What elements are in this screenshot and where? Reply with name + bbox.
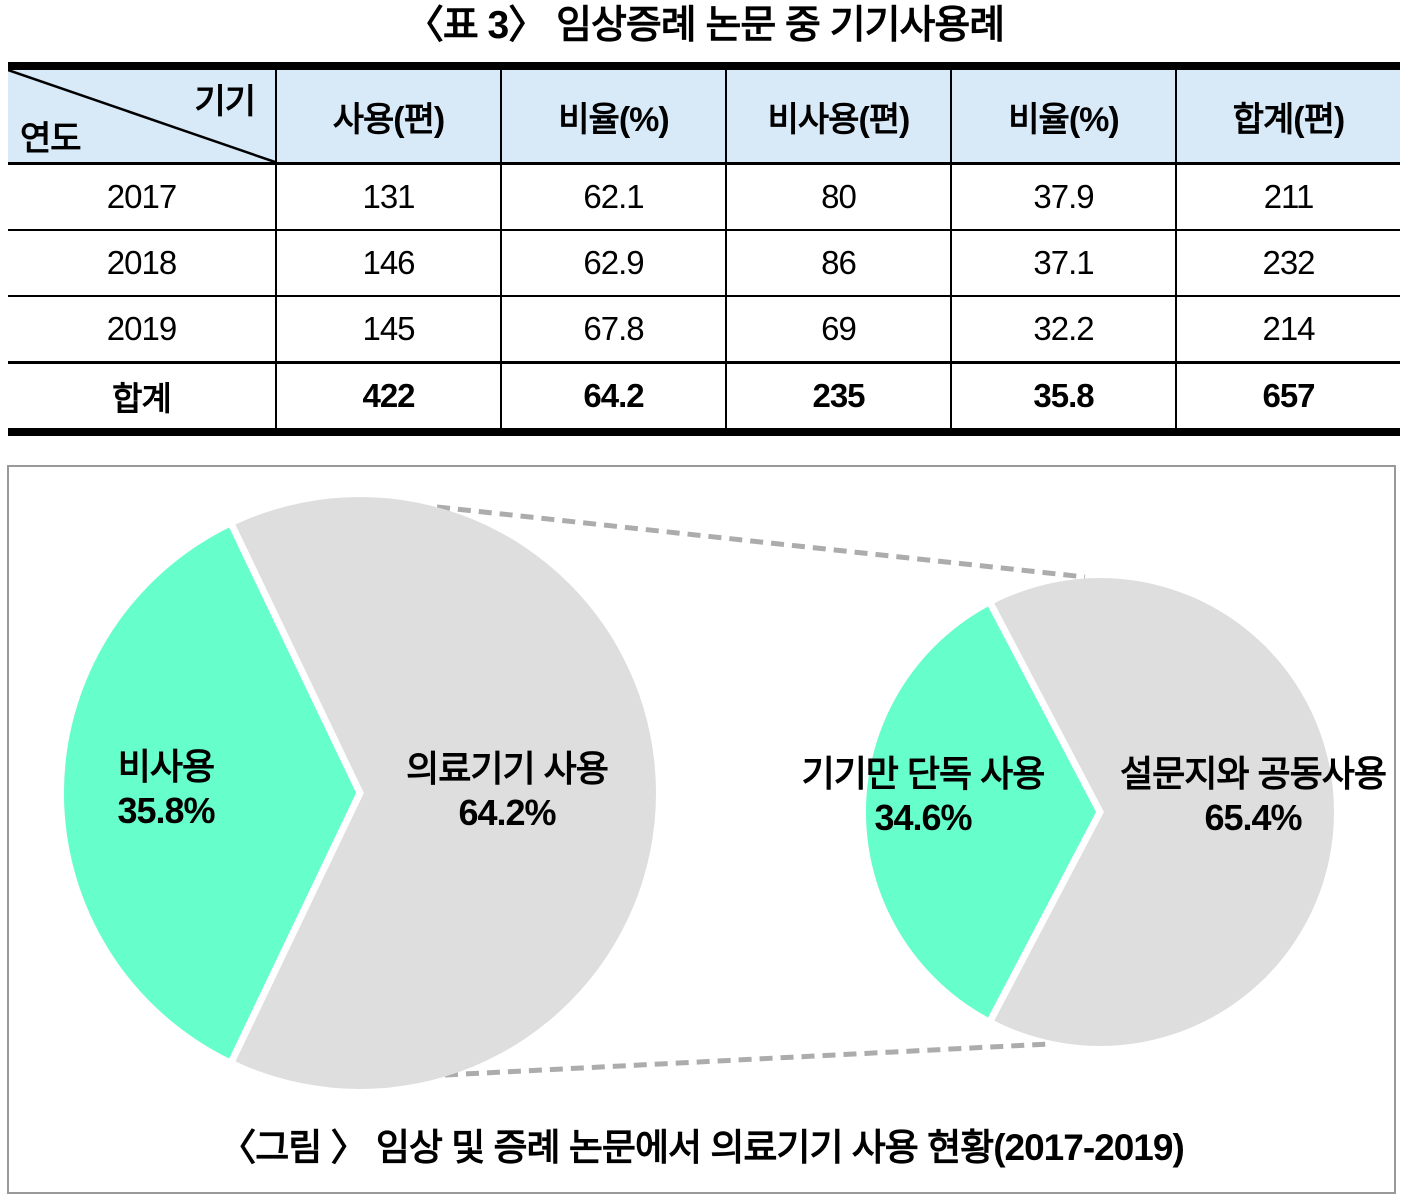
cell-nonuse: 86 xyxy=(725,229,951,296)
cell-nonuse: 235 xyxy=(725,361,951,432)
cell-total: 214 xyxy=(1175,295,1400,363)
corner-label-device: 기기 xyxy=(194,83,256,121)
cell-ratio1: 62.9 xyxy=(500,229,726,296)
cell-use: 131 xyxy=(275,162,501,230)
connector-line-bottom xyxy=(444,1041,1050,1078)
pie-chart-canvas xyxy=(63,497,1334,1089)
pie-label-device-only-pct: 34.6% xyxy=(874,797,972,838)
figure-box: 비사용 35.8% 의료기기 사용 64.2% 기기만 단독 사용 34.6% … xyxy=(7,465,1396,1194)
table-row-2018: 2018 146 62.9 86 37.1 232 xyxy=(8,229,1400,296)
cell-ratio2: 37.1 xyxy=(950,229,1176,296)
figure-caption: 〈그림 〉 임상 및 증례 논문에서 의료기기 사용 현황(2017-2019) xyxy=(219,1127,1185,1168)
pie-chart-primary xyxy=(63,497,656,1089)
cell-use: 145 xyxy=(275,295,501,363)
row-label: 합계 xyxy=(8,361,276,432)
cell-total: 657 xyxy=(1175,361,1400,432)
row-label: 2019 xyxy=(8,295,276,363)
cell-ratio2: 37.9 xyxy=(950,162,1176,230)
device-usage-table: 기기 연도 사용(편) 비율(%) 비사용(편) 비율(%) 합계(편) 201… xyxy=(8,62,1400,436)
diagonal-divider xyxy=(8,70,275,162)
connector-line-top xyxy=(436,504,1086,580)
column-header-nonuse: 비사용(편) xyxy=(725,66,951,165)
column-header-ratio2: 비율(%) xyxy=(950,66,1176,165)
cell-ratio2: 32.2 xyxy=(950,295,1176,363)
pie-label-survey-joint-pct: 65.4% xyxy=(1204,797,1302,838)
cell-ratio1: 62.1 xyxy=(500,162,726,230)
cell-total: 232 xyxy=(1175,229,1400,296)
column-header-ratio1: 비율(%) xyxy=(500,66,726,165)
pie-label-nonuse: 비사용 35.8% xyxy=(117,745,215,833)
pie-label-survey-joint: 설문지와 공동사용 65.4% xyxy=(1120,752,1387,840)
table-header-row: 기기 연도 사용(편) 비율(%) 비사용(편) 비율(%) 합계(편) xyxy=(8,66,1400,165)
pie-chart-secondary xyxy=(866,578,1334,1046)
table-row-2019: 2019 145 67.8 69 32.2 214 xyxy=(8,295,1400,363)
column-header-total: 합계(편) xyxy=(1175,66,1400,165)
pie-label-device-only-text: 기기만 단독 사용 xyxy=(801,753,1046,795)
corner-header-cell: 기기 연도 xyxy=(8,66,276,165)
cell-ratio1: 67.8 xyxy=(500,295,726,363)
pie-label-nonuse-text: 비사용 xyxy=(117,746,215,788)
table-row-2017: 2017 131 62.1 80 37.9 211 xyxy=(8,162,1400,230)
cell-total: 211 xyxy=(1175,162,1400,230)
cell-ratio1: 64.2 xyxy=(500,361,726,432)
row-label: 2018 xyxy=(8,229,276,296)
table-row-total: 합계 422 64.2 235 35.8 657 xyxy=(8,361,1400,432)
cell-use: 146 xyxy=(275,229,501,296)
pie-label-use-pct: 64.2% xyxy=(458,792,556,833)
pie-label-use-text: 의료기기 사용 xyxy=(406,748,609,790)
pie-label-use: 의료기기 사용 64.2% xyxy=(406,747,609,835)
row-label: 2017 xyxy=(8,162,276,230)
cell-use: 422 xyxy=(275,361,501,432)
cell-nonuse: 80 xyxy=(725,162,951,230)
pie-label-survey-joint-text: 설문지와 공동사용 xyxy=(1120,753,1387,795)
cell-nonuse: 69 xyxy=(725,295,951,363)
column-header-use: 사용(편) xyxy=(275,66,501,165)
table-title: 〈표 3〉 임상증례 논문 중 기기사용례 xyxy=(404,4,1005,47)
pie-label-device-only: 기기만 단독 사용 34.6% xyxy=(801,752,1046,840)
cell-ratio2: 35.8 xyxy=(950,361,1176,432)
corner-label-year: 연도 xyxy=(20,120,82,158)
pie-label-nonuse-pct: 35.8% xyxy=(117,790,215,831)
